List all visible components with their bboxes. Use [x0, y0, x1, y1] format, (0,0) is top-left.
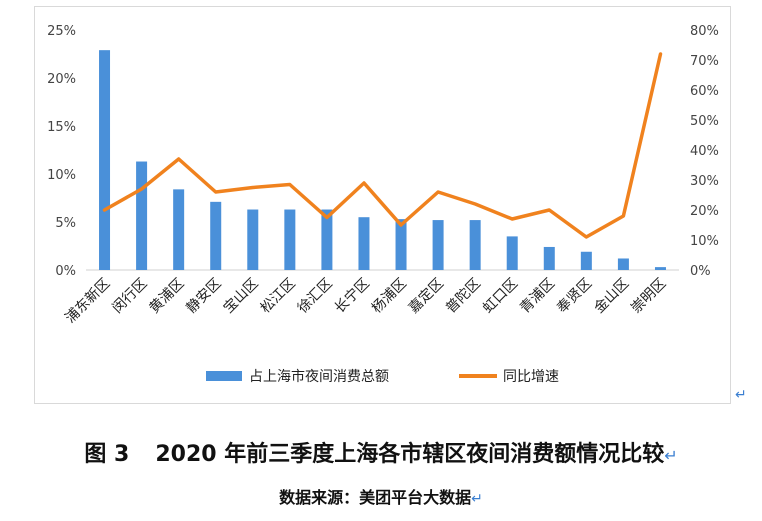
- growth-line: [102, 52, 663, 239]
- line-point: [436, 190, 440, 194]
- y-right-tick-label: 80%: [690, 24, 719, 39]
- line-point: [251, 186, 254, 189]
- y-right-tick-label: 40%: [690, 144, 719, 159]
- line-point: [214, 190, 217, 194]
- bar: [654, 267, 666, 270]
- line-point: [548, 208, 551, 212]
- y-left-tick-label: 0%: [55, 264, 76, 279]
- line-point: [473, 202, 477, 206]
- y-left-tick-label: 25%: [47, 24, 76, 39]
- bar: [395, 219, 407, 270]
- bar: [506, 236, 518, 270]
- y-right-tick-label: 70%: [690, 54, 719, 69]
- line-point: [103, 208, 106, 212]
- return-mark: ↵: [735, 387, 747, 403]
- y-right-tick-label: 50%: [690, 114, 719, 129]
- category-label: 黄浦区: [146, 275, 188, 317]
- chart-frame: 0% 5% 10% 15% 20% 25% 0% 10% 20% 30% 40% 50% 60% 70% 8…: [34, 6, 747, 404]
- source-note: 数据来源：美团平台大数据↵: [0, 484, 762, 508]
- bar: [284, 209, 296, 270]
- category-label: 崇明区: [628, 276, 669, 317]
- bar: [469, 220, 481, 270]
- bar: [358, 217, 370, 270]
- combo-chart: 0% 5% 10% 15% 20% 25% 0% 10% 20% 30% 40% 50% 60% 70% 8…: [47, 24, 719, 385]
- bar: [321, 209, 333, 270]
- line-point: [177, 157, 180, 161]
- category-label: 金山区: [591, 276, 632, 317]
- bar: [99, 50, 111, 270]
- bar: [543, 246, 555, 270]
- category-label: 虹口区: [480, 276, 521, 317]
- line-point: [288, 183, 292, 186]
- line-point: [325, 216, 329, 219]
- y-left-tick-label: 5%: [55, 216, 76, 231]
- y-right-tick-label: 0%: [690, 264, 711, 279]
- return-mark: ↵: [471, 491, 483, 507]
- line-point: [511, 217, 514, 221]
- category-label: 松江区: [258, 276, 299, 317]
- legend-label-line: 同比增速: [503, 369, 559, 385]
- figure-number: 图 3: [84, 442, 130, 467]
- y-right-tick-label: 10%: [690, 234, 719, 249]
- bar: [580, 251, 592, 270]
- return-mark: ↵: [664, 446, 678, 465]
- y-right-tick-label: 30%: [690, 174, 719, 189]
- bar: [617, 258, 629, 270]
- bar: [247, 209, 259, 270]
- line-point: [362, 181, 366, 185]
- bar: [210, 201, 222, 270]
- line-point: [622, 214, 625, 218]
- category-label: 嘉定区: [406, 276, 447, 317]
- y-left-tick-label: 15%: [47, 120, 76, 135]
- category-label: 徐汇区: [295, 276, 336, 317]
- figure-title: 2020 年前三季度上海各市辖区夜间消费额情况比较: [155, 442, 665, 467]
- bar: [432, 220, 444, 270]
- category-label: 杨浦区: [369, 276, 410, 317]
- category-label: 普陀区: [443, 276, 484, 317]
- line-point: [659, 52, 662, 56]
- category-label: 静安区: [184, 276, 225, 317]
- figure-caption: 图 3 2020 年前三季度上海各市辖区夜间消费额情况比较↵: [0, 436, 762, 468]
- legend-swatch-bar: [206, 371, 242, 381]
- y-left-tick-label: 10%: [47, 168, 76, 183]
- bar: [173, 189, 185, 270]
- line-point: [140, 187, 143, 191]
- category-label: 奉贤区: [554, 276, 595, 317]
- y-right-tick-label: 20%: [690, 204, 719, 219]
- category-label: 宝山区: [221, 276, 262, 317]
- y-right-tick-label: 60%: [690, 84, 719, 99]
- source-text: 数据来源：美团平台大数据: [279, 488, 472, 507]
- y-left-tick-label: 20%: [47, 72, 76, 87]
- bar: [136, 161, 148, 270]
- line-point: [399, 223, 403, 227]
- category-label: 浦东新区: [62, 276, 113, 327]
- legend-label-bar: 占上海市夜间消费总额: [249, 368, 389, 385]
- category-label: 青浦区: [517, 276, 558, 317]
- category-label: 长宁区: [331, 275, 373, 317]
- line-point: [585, 235, 588, 239]
- category-label: 闵行区: [109, 276, 150, 317]
